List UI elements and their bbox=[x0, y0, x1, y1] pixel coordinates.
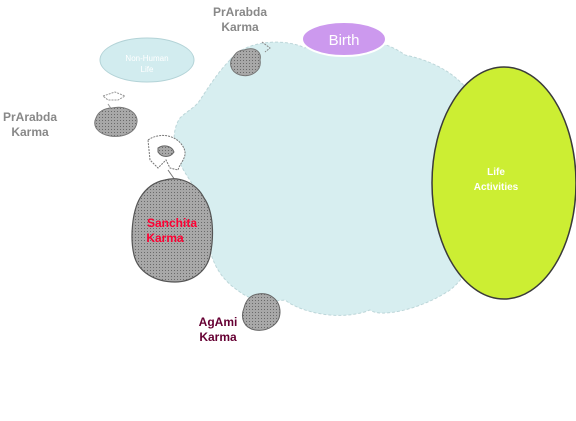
agami-line1: AgAmi bbox=[199, 315, 238, 329]
prarabda-left-sack bbox=[94, 91, 138, 137]
prarabda-top-line1: PrArabda bbox=[213, 5, 267, 19]
non-human-life-node: Non-Human Life bbox=[99, 37, 195, 83]
life-blob bbox=[173, 37, 481, 316]
birth-label: Birth bbox=[329, 32, 360, 49]
life-activities-node: Life Activities bbox=[431, 66, 576, 300]
agami-line2: Karma bbox=[199, 330, 237, 344]
prarabda-left-label: PrArabda Karma bbox=[3, 110, 57, 139]
prarabda-top-sack bbox=[230, 41, 271, 77]
prarabda-left-line1: PrArabda bbox=[3, 110, 57, 124]
agami-karma-label: AgAmi Karma bbox=[199, 315, 238, 344]
prarabda-top-label: PrArabda Karma bbox=[213, 5, 267, 34]
prarabda-left-line2: Karma bbox=[11, 125, 49, 139]
sanchita-label-2: Karma bbox=[146, 231, 184, 245]
non-human-label-1: Non-Human bbox=[125, 54, 168, 63]
sanchita-karma-sack: Sanchita Karma bbox=[131, 134, 214, 283]
agami-karma-sack bbox=[241, 293, 281, 331]
non-human-label-2: Life bbox=[141, 65, 154, 74]
life-activities-label-2: Activities bbox=[474, 182, 519, 193]
sanchita-label-1: Sanchita bbox=[147, 216, 197, 230]
life-activities-label-1: Life bbox=[487, 167, 505, 178]
birth-node: Birth bbox=[301, 21, 387, 57]
prarabda-top-line2: Karma bbox=[221, 20, 259, 34]
